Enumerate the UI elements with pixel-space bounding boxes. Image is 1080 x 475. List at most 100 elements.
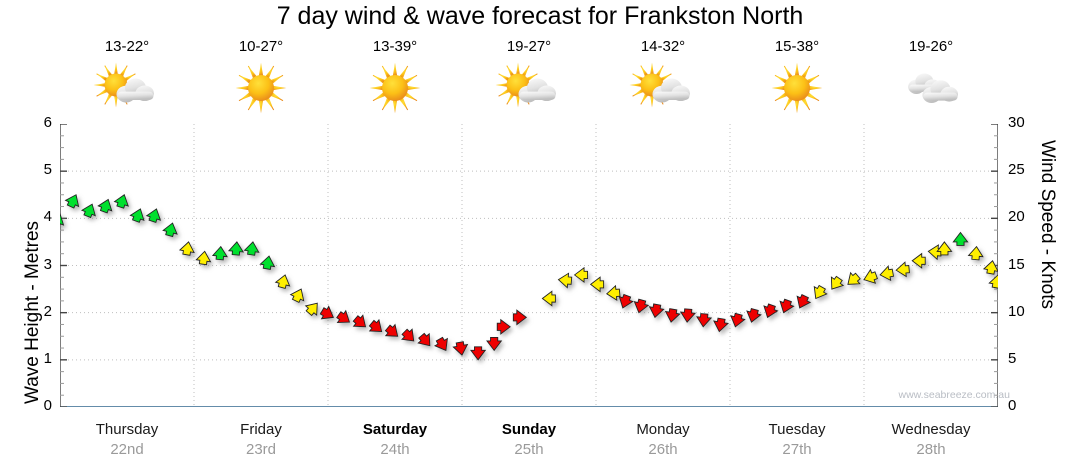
- wind-arrow: [80, 203, 96, 219]
- wind-arrow: [911, 252, 926, 269]
- wind-arrow: [384, 323, 399, 337]
- wind-arrow: [319, 305, 335, 320]
- day-header: 15-38°: [730, 38, 864, 120]
- left-axis-tick-label: 5: [43, 161, 52, 179]
- wind-arrow: [368, 318, 383, 333]
- day-date: 26th: [648, 441, 678, 458]
- wind-arrow: [879, 265, 895, 282]
- right-axis-tick-label: 10: [1008, 302, 1025, 320]
- wind-arrow-plot: [60, 124, 998, 407]
- wind-arrow: [605, 284, 621, 302]
- right-axis-tick-label: 0: [1008, 397, 1017, 414]
- day-footer: Wednesday 28th: [864, 420, 998, 468]
- wind-arrow: [469, 346, 487, 361]
- day-name: Monday: [636, 421, 690, 438]
- day-date: 24th: [380, 441, 410, 458]
- day-name: Sunday: [501, 421, 557, 438]
- wind-arrow: [695, 313, 713, 328]
- partly-cloudy-icon: [60, 58, 194, 116]
- wind-arrow: [162, 222, 178, 238]
- wind-arrow: [113, 194, 129, 209]
- plot-area: [60, 124, 998, 407]
- day-date: 23rd: [245, 441, 277, 458]
- wind-arrow: [573, 266, 589, 284]
- day-header: 13-22°: [60, 38, 194, 120]
- day-footer: Tuesday 27th: [730, 420, 864, 468]
- partly-cloudy-icon: [462, 58, 596, 116]
- left-axis-title: Wave Height - Metres: [22, 220, 43, 404]
- left-axis-tick-label: 4: [43, 208, 52, 226]
- wind-arrow: [618, 293, 634, 309]
- right-axis-title: Wind Speed - Knots: [1037, 140, 1058, 309]
- wind-arrow: [648, 303, 665, 319]
- wind-arrow: [304, 302, 318, 317]
- day-name: Wednesday: [891, 421, 971, 438]
- wind-arrow: [664, 308, 681, 323]
- watermark: www.seabreeze.com.au: [898, 389, 1010, 401]
- day-date: 28th: [916, 441, 946, 458]
- wind-arrow: [243, 241, 260, 256]
- day-name: Saturday: [362, 421, 428, 438]
- right-axis-tick-label: 5: [1008, 349, 1017, 367]
- wind-arrow: [982, 260, 998, 275]
- wind-arrow: [967, 245, 984, 261]
- wind-arrow: [211, 245, 229, 261]
- day-header: 13-39°: [328, 38, 462, 120]
- left-axis-tick-label: 1: [43, 349, 52, 367]
- wind-arrow: [486, 336, 503, 352]
- partly-cloudy-icon: [596, 58, 730, 116]
- day-footer: Saturday 24th: [328, 420, 462, 468]
- day-date: 27th: [782, 441, 812, 458]
- left-axis-tick-label: 6: [43, 114, 52, 131]
- wind-arrow: [713, 317, 729, 333]
- day-date: 25th: [514, 441, 544, 458]
- wind-arrow: [633, 298, 650, 314]
- left-axis-tick-label: 2: [43, 302, 52, 320]
- wind-arrow: [400, 328, 415, 342]
- wind-arrow: [730, 312, 746, 328]
- day-footer: Monday 26th: [596, 420, 730, 468]
- wind-arrow: [847, 271, 861, 285]
- wind-arrow: [60, 212, 65, 228]
- wind-arrow: [129, 208, 145, 223]
- wind-arrow: [936, 241, 953, 256]
- day-footer: Sunday 25th: [462, 420, 596, 468]
- wind-arrow: [952, 231, 969, 246]
- day-header: 19-27°: [462, 38, 596, 120]
- wind-arrow: [895, 261, 910, 278]
- wind-arrow: [178, 241, 195, 256]
- sunny-icon: [328, 58, 462, 116]
- wind-arrow: [496, 318, 511, 335]
- sunny-icon: [194, 58, 328, 116]
- cloudy-icon: [864, 58, 998, 116]
- wind-arrow: [541, 290, 556, 307]
- wind-arrow: [679, 308, 697, 323]
- day-footer: Thursday 22nd: [60, 420, 194, 468]
- day-name: Tuesday: [768, 421, 826, 438]
- wind-arrow: [274, 274, 291, 289]
- wind-arrow: [336, 309, 351, 324]
- temperature-range: 19-27°: [506, 38, 552, 55]
- wind-arrow: [433, 336, 448, 352]
- day-name: Friday: [240, 421, 282, 438]
- wind-arrow: [64, 194, 80, 209]
- wind-arrow: [589, 276, 605, 293]
- right-axis-tick-label: 15: [1008, 255, 1025, 273]
- wind-arrow: [763, 303, 779, 319]
- temperature-range: 15-38°: [774, 38, 820, 55]
- left-axis-tick-label: 3: [43, 255, 52, 273]
- page-title: 7 day wind & wave forecast for Frankston…: [276, 2, 804, 30]
- wind-arrow: [417, 332, 431, 347]
- day-header: 19-26°: [864, 38, 998, 120]
- wind-arrow: [227, 241, 245, 256]
- wind-arrow: [927, 244, 943, 261]
- right-axis-tick-label: 25: [1008, 161, 1025, 179]
- wind-arrow: [97, 198, 113, 214]
- sunny-icon: [730, 58, 864, 116]
- wind-arrow: [988, 274, 998, 289]
- temperature-range: 13-22°: [104, 38, 150, 55]
- wind-arrow: [352, 314, 367, 328]
- wind-arrow: [512, 309, 528, 326]
- wind-arrow: [195, 250, 212, 266]
